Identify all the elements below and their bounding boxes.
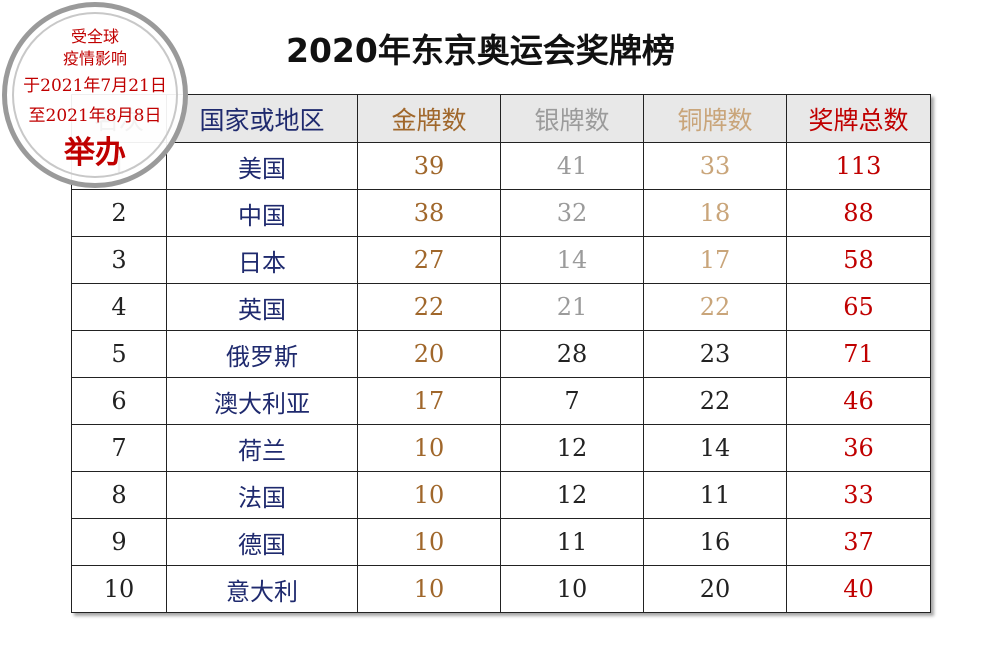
rank-cell: 7 — [71, 424, 167, 472]
stamp-line-2: 疫情影响 — [62, 49, 127, 68]
table-row: 9 德国 10 11 16 37 — [71, 518, 931, 566]
bronze-cell: 17 — [643, 236, 787, 284]
stamp-line-1: 受全球 — [70, 27, 119, 46]
gold-cell: 39 — [357, 142, 501, 190]
total-cell: 88 — [786, 189, 931, 237]
rank-cell: 3 — [71, 236, 167, 284]
rank-cell: 5 — [71, 330, 167, 378]
gold-cell: 10 — [357, 424, 501, 472]
gold-cell: 20 — [357, 330, 501, 378]
gold-cell: 10 — [357, 565, 501, 613]
table-row: 1 美国 39 41 33 113 — [71, 142, 931, 190]
bronze-cell: 22 — [643, 283, 787, 331]
country-cell: 美国 — [166, 142, 358, 190]
stamp-line-3: 于2021年7月21日 — [23, 76, 167, 96]
table-row: 8 法国 10 12 11 33 — [71, 471, 931, 519]
total-cell: 113 — [786, 142, 931, 190]
rank-cell: 9 — [71, 518, 167, 566]
bronze-cell: 14 — [643, 424, 787, 472]
silver-cell: 28 — [500, 330, 644, 378]
table-row: 3 日本 27 14 17 58 — [71, 236, 931, 284]
silver-cell: 11 — [500, 518, 644, 566]
country-cell: 日本 — [166, 236, 358, 284]
header-country: 国家或地区 — [166, 94, 358, 143]
table-header-row: 名次 国家或地区 金牌数 银牌数 铜牌数 奖牌总数 — [71, 94, 931, 143]
bronze-cell: 16 — [643, 518, 787, 566]
total-cell: 33 — [786, 471, 931, 519]
country-cell: 德国 — [166, 518, 358, 566]
gold-cell: 17 — [357, 377, 501, 425]
country-cell: 英国 — [166, 283, 358, 331]
table-row: 2 中国 38 32 18 88 — [71, 189, 931, 237]
table-row: 6 澳大利亚 17 7 22 46 — [71, 377, 931, 425]
date-stamp: 受全球 疫情影响 于2021年7月21日 至2021年8月8日 举办 — [2, 2, 188, 188]
gold-cell: 27 — [357, 236, 501, 284]
country-cell: 荷兰 — [166, 424, 358, 472]
rank-cell: 8 — [71, 471, 167, 519]
header-silver: 银牌数 — [500, 94, 644, 143]
gold-cell: 22 — [357, 283, 501, 331]
table-row: 7 荷兰 10 12 14 36 — [71, 424, 931, 472]
silver-cell: 41 — [500, 142, 644, 190]
country-cell: 中国 — [166, 189, 358, 237]
gold-cell: 10 — [357, 471, 501, 519]
stamp-inner-ring — [12, 12, 178, 178]
stamp-line-5: 举办 — [64, 135, 126, 171]
total-cell: 58 — [786, 236, 931, 284]
total-cell: 37 — [786, 518, 931, 566]
total-cell: 36 — [786, 424, 931, 472]
country-cell: 澳大利亚 — [166, 377, 358, 425]
country-cell: 意大利 — [166, 565, 358, 613]
gold-cell: 38 — [357, 189, 501, 237]
silver-cell: 12 — [500, 471, 644, 519]
table-row: 4 英国 22 21 22 65 — [71, 283, 931, 331]
silver-cell: 21 — [500, 283, 644, 331]
bronze-cell: 22 — [643, 377, 787, 425]
bronze-cell: 20 — [643, 565, 787, 613]
total-cell: 46 — [786, 377, 931, 425]
table-row: 10 意大利 10 10 20 40 — [71, 565, 931, 613]
country-cell: 法国 — [166, 471, 358, 519]
rank-cell: 2 — [71, 189, 167, 237]
header-bronze: 铜牌数 — [643, 94, 787, 143]
rank-cell: 6 — [71, 377, 167, 425]
total-cell: 40 — [786, 565, 931, 613]
bronze-cell: 23 — [643, 330, 787, 378]
rank-cell: 10 — [71, 565, 167, 613]
header-gold: 金牌数 — [357, 94, 501, 143]
page-title: 2020年东京奥运会奖牌榜 — [286, 31, 675, 70]
stamp-line-4: 至2021年8月8日 — [28, 106, 162, 126]
gold-cell: 10 — [357, 518, 501, 566]
silver-cell: 14 — [500, 236, 644, 284]
total-cell: 65 — [786, 283, 931, 331]
medal-table: 名次 国家或地区 金牌数 银牌数 铜牌数 奖牌总数 1 美国 39 41 33 … — [71, 94, 931, 613]
total-cell: 71 — [786, 330, 931, 378]
rank-cell: 4 — [71, 283, 167, 331]
bronze-cell: 33 — [643, 142, 787, 190]
silver-cell: 7 — [500, 377, 644, 425]
bronze-cell: 18 — [643, 189, 787, 237]
country-cell: 俄罗斯 — [166, 330, 358, 378]
bronze-cell: 11 — [643, 471, 787, 519]
silver-cell: 32 — [500, 189, 644, 237]
silver-cell: 12 — [500, 424, 644, 472]
table-row: 5 俄罗斯 20 28 23 71 — [71, 330, 931, 378]
header-total: 奖牌总数 — [786, 94, 931, 143]
silver-cell: 10 — [500, 565, 644, 613]
